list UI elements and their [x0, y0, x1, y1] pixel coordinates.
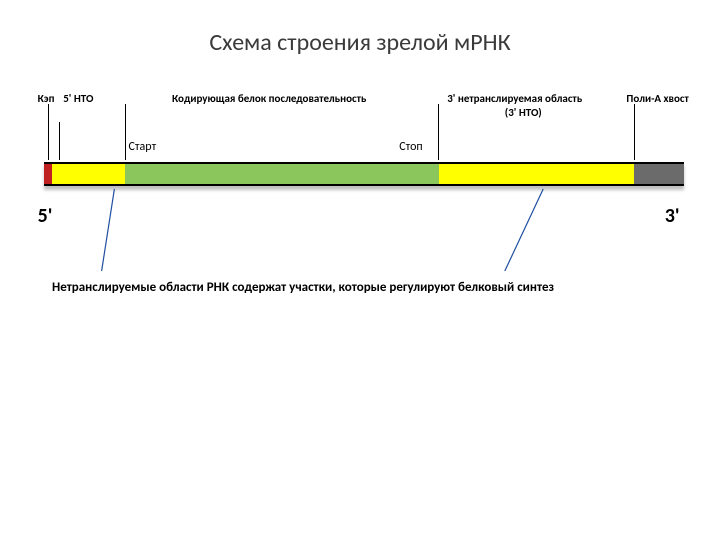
label-3utr: 3' нетранслируемая область [447, 92, 582, 105]
label-cap: Кэп [38, 92, 55, 105]
mrna-bar [44, 162, 684, 186]
label-coding: Кодирующая белок последовательность [172, 92, 366, 105]
segment-cap [44, 164, 52, 184]
top-labels-row: Кэп 5' НТО Кодирующая белок последовател… [44, 92, 684, 132]
label-3utr-sub: (3' НТО) [505, 106, 542, 119]
diagram-title: Схема строения зрелой мРНК [0, 0, 720, 57]
callout-lines [44, 185, 684, 275]
label-start: Старт [128, 140, 156, 154]
caption-text: Нетранслируемые области РНК содержат уча… [52, 280, 554, 295]
label-stop: Стоп [399, 140, 422, 154]
callout-line [505, 189, 543, 271]
label-polya: Поли-А хвост [626, 92, 688, 105]
segment-utr3 [439, 164, 634, 184]
segment-coding [125, 164, 439, 184]
segment-polya [634, 164, 684, 184]
label-5utr: 5' НТО [63, 92, 93, 105]
segment-utr5 [52, 164, 126, 184]
mid-labels-row: Старт Стоп [44, 140, 684, 160]
callout-line [102, 189, 115, 271]
